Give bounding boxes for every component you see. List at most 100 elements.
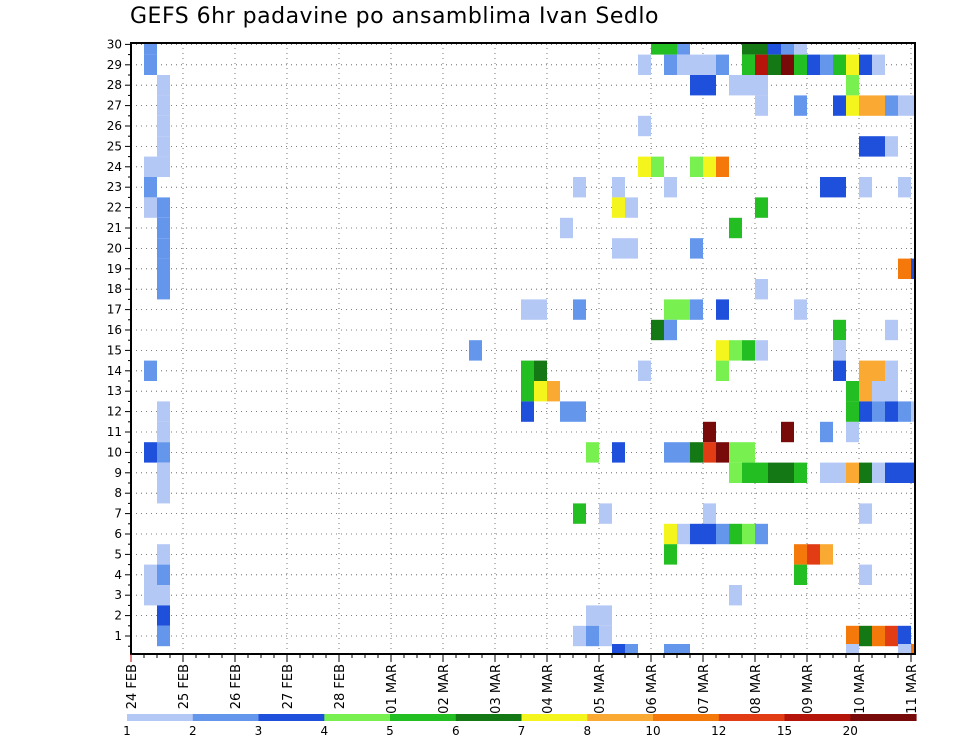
colorbar-swatch — [192, 714, 260, 721]
x-tick-label: 09 MAR — [801, 664, 816, 714]
heatmap-cell — [573, 625, 586, 647]
heatmap-cell — [664, 299, 677, 320]
heatmap-cell — [833, 319, 846, 341]
x-tick-label: 04 MAR — [541, 664, 556, 714]
heatmap-cell — [651, 319, 664, 341]
heatmap-cell — [872, 360, 885, 381]
heatmap-cell — [794, 462, 807, 483]
heatmap-cell — [846, 421, 859, 443]
plot-frame — [130, 42, 916, 655]
heatmap-cell — [742, 442, 755, 463]
heatmap-cell — [729, 585, 742, 606]
heatmap-cell — [157, 605, 170, 626]
heatmap-cell — [872, 95, 885, 116]
y-tick-label: 3 — [114, 588, 122, 602]
heatmap-cell — [157, 564, 170, 585]
heatmap-cell — [911, 258, 915, 279]
heatmap-cell — [781, 43, 794, 55]
heatmap-cell — [846, 95, 859, 116]
colorbar-label: 12 — [711, 724, 726, 738]
y-tick-label: 12 — [107, 405, 122, 419]
heatmap-cell — [677, 523, 690, 545]
heatmap-cell — [157, 197, 170, 218]
colorbar-swatch — [455, 714, 523, 721]
heatmap-cell — [768, 462, 781, 483]
heatmap-cell — [560, 217, 573, 239]
heatmap-cell — [755, 95, 768, 116]
heatmap-cell — [612, 442, 625, 463]
heatmap-cell — [716, 442, 729, 463]
heatmap-cell — [690, 523, 703, 545]
x-tick-label: 08 MAR — [749, 664, 764, 714]
heatmap-cell — [846, 381, 859, 402]
heatmap-cell — [898, 95, 911, 116]
heatmap-cell — [703, 523, 716, 545]
heatmap-cell — [911, 462, 915, 483]
heatmap-cell — [638, 115, 651, 137]
heatmap-cell — [820, 462, 833, 483]
heatmap-cell — [885, 462, 898, 483]
heatmap-cell — [560, 401, 573, 422]
heatmap-cell — [794, 95, 807, 116]
heatmap-cell — [547, 381, 560, 402]
y-axis: 1234567891011121314151617181920212223242… — [107, 37, 131, 647]
heatmap-cell — [846, 625, 859, 647]
heatmap-cell — [859, 54, 872, 75]
grid-layer — [131, 43, 915, 654]
heatmap-cell — [833, 95, 846, 116]
heatmap-cell — [742, 54, 755, 75]
heatmap-cell — [755, 523, 768, 545]
colorbar: 1 2 3 4 5 6 7 8 10 12 15 20 — [123, 714, 917, 738]
heatmap-cell — [820, 54, 833, 75]
heatmap-cell — [833, 177, 846, 198]
y-tick-label: 18 — [107, 282, 122, 296]
heatmap-cell — [742, 75, 755, 96]
y-tick-label: 9 — [114, 466, 122, 480]
heatmap-cell — [612, 197, 625, 218]
y-tick-label: 22 — [107, 201, 122, 215]
heatmap-cell — [677, 54, 690, 75]
y-tick-label: 20 — [107, 241, 122, 255]
heatmap-cell — [911, 401, 915, 422]
heatmap-cell — [534, 381, 547, 402]
heatmap-cell — [573, 401, 586, 422]
heatmap-cell — [651, 43, 664, 55]
x-tick-label: 26 FEB — [229, 664, 244, 709]
heatmap-cell — [638, 54, 651, 75]
heatmap-cell — [521, 401, 534, 422]
heatmap-cell — [664, 177, 677, 198]
x-tick-label: 07 MAR — [697, 664, 712, 714]
heatmap-cell — [742, 462, 755, 483]
heatmap-cell — [651, 156, 664, 177]
heatmap-cell — [716, 156, 729, 177]
x-tick-label: 27 FEB — [281, 664, 296, 709]
heatmap-cell — [911, 644, 915, 654]
heatmap-cell — [157, 483, 170, 504]
colorbar-swatch — [587, 714, 654, 721]
heatmap-cell — [911, 95, 915, 116]
y-tick-label: 28 — [107, 78, 122, 92]
heatmap-cell — [859, 625, 872, 647]
colorbar-swatch — [653, 714, 720, 721]
heatmap-cell — [885, 136, 898, 157]
heatmap-cell — [664, 544, 677, 565]
colorbar-label: 10 — [645, 724, 660, 738]
y-tick-label: 19 — [107, 262, 122, 276]
heatmap-cell — [599, 625, 612, 647]
heatmap-cell — [859, 177, 872, 198]
heatmap-cell — [742, 523, 755, 545]
heatmap-cell — [573, 299, 586, 320]
colorbar-label: 7 — [518, 724, 526, 738]
heatmap-cell — [573, 177, 586, 198]
heatmap-cell — [885, 95, 898, 116]
heatmap-cell — [859, 360, 872, 381]
heatmap-cell — [677, 43, 690, 55]
heatmap-cell — [716, 340, 729, 361]
heatmap-cell — [846, 644, 859, 654]
heatmap-cell — [794, 299, 807, 320]
heatmap-cell — [157, 136, 170, 157]
heatmap-cell — [677, 442, 690, 463]
x-tick-label: 24 FEB — [125, 664, 140, 709]
heatmap-cell — [716, 360, 729, 381]
